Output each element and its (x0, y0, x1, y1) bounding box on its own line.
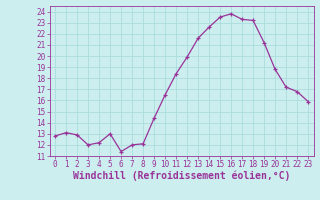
X-axis label: Windchill (Refroidissement éolien,°C): Windchill (Refroidissement éolien,°C) (73, 171, 290, 181)
